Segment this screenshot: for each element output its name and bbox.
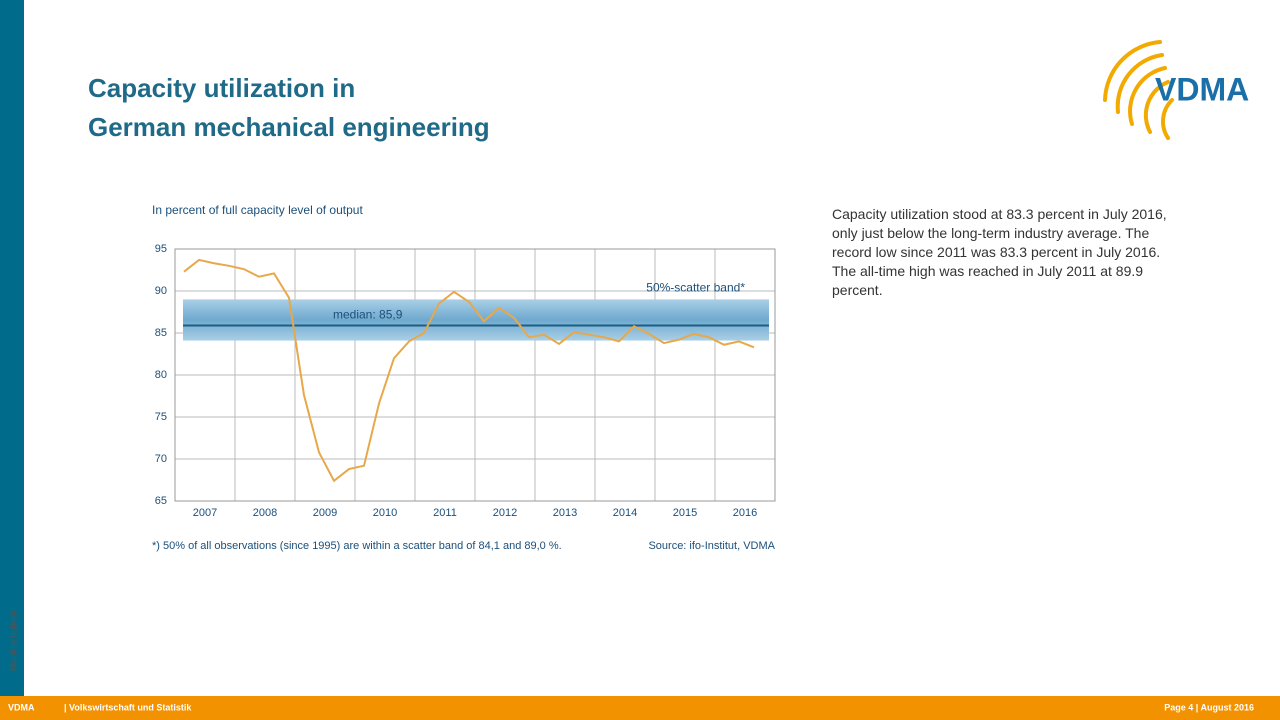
footnote: *) 50% of all observations (since 1995) …: [152, 540, 562, 552]
data-line: [183, 258, 755, 483]
side-label: Monthly bulletin: [8, 609, 18, 672]
y-tick-label: 65: [155, 495, 167, 507]
source: Source: ifo-Institut, VDMA: [648, 540, 775, 552]
x-tick-label: 2013: [553, 507, 577, 519]
x-tick-label: 2016: [733, 507, 757, 519]
footer-dept: | Volkswirtschaft und Statistik: [64, 702, 192, 712]
y-tick-label: 80: [155, 369, 167, 381]
median-label: median: 85,9: [333, 308, 403, 322]
x-tick-label: 2014: [613, 507, 637, 519]
logo-arc: [1143, 80, 1170, 134]
title: German mechanical engineering: [88, 112, 490, 142]
side-bar: [0, 0, 24, 696]
x-tick-label: 2012: [493, 507, 517, 519]
x-tick-label: 2015: [673, 507, 697, 519]
y-tick-label: 95: [155, 243, 167, 255]
footer-bar: [0, 696, 1280, 720]
logo-arc: [1103, 40, 1162, 102]
y-tick-label: 75: [155, 411, 167, 423]
x-tick-label: 2008: [253, 507, 277, 519]
scatter-band: [183, 299, 769, 341]
y-tick-label: 90: [155, 285, 167, 297]
logo-arc: [1128, 66, 1167, 126]
x-tick-label: 2010: [373, 507, 397, 519]
footer-brand: VDMA: [8, 702, 35, 712]
logo-text: VDMA: [1155, 71, 1249, 107]
text-box: Capacity utilization stood at 83.3 perce…: [832, 206, 1167, 298]
logo-arc: [1115, 53, 1164, 114]
title: Capacity utilization in: [88, 73, 355, 103]
y-tick-label: 70: [155, 453, 167, 465]
paragraph: Capacity utilization stood at 83.3 perce…: [832, 206, 1167, 298]
y-tick-label: 85: [155, 327, 167, 339]
x-tick-label: 2009: [313, 507, 337, 519]
y-axis-label: In percent of full capacity level of out…: [152, 203, 363, 217]
footer-page: Page 4 | August 2016: [1164, 702, 1254, 712]
plot-border: [174, 248, 776, 502]
plot: 65 70 75 80 85 90 95 2007 2008 2009 2010 2011 2012 20…: [155, 243, 776, 519]
logo-arc: [1161, 98, 1174, 140]
logo: [1103, 40, 1174, 140]
scatter-band-label: 50%-scatter band*: [646, 281, 745, 295]
x-tick-label: 2007: [193, 507, 217, 519]
x-tick-label: 2011: [433, 507, 457, 519]
